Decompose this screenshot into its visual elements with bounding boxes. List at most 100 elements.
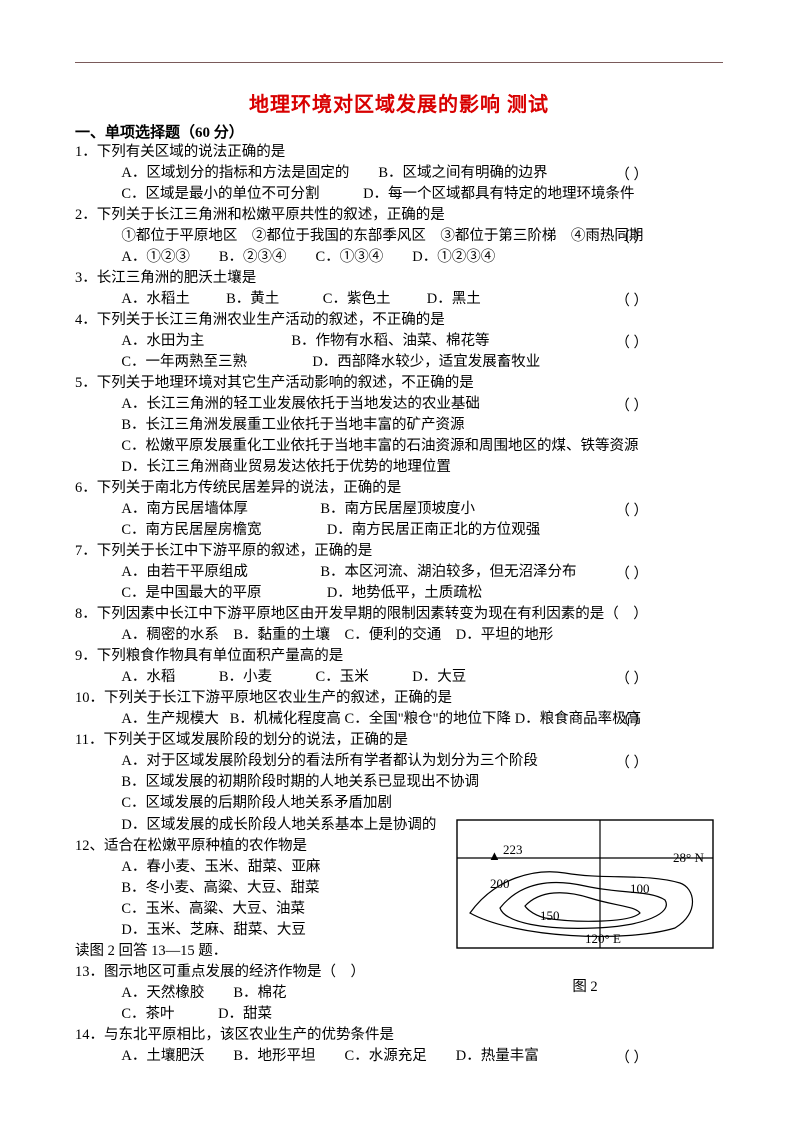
lon-label: 120° E bbox=[585, 931, 621, 946]
q2-d: D．①②③④ bbox=[412, 249, 495, 265]
q6-c: C．南方民居屋房檐宽 bbox=[121, 522, 261, 538]
q6-d: D．南方民居正南正北的方位观强 bbox=[327, 522, 540, 538]
figure-2: ▲ 223 200 150 100 28° N 120° E 图 2 bbox=[455, 808, 715, 968]
q14-b: B．地形平坦 bbox=[233, 1048, 315, 1064]
q14-d: D．热量丰富 bbox=[456, 1048, 539, 1064]
q10-a: A．生产规模大 bbox=[121, 711, 218, 727]
q9-c: C．玉米 bbox=[316, 669, 369, 685]
q3-a: A．水稻土 bbox=[121, 291, 189, 307]
q1-stem: 1．下列有关区域的说法正确的是 bbox=[75, 142, 723, 163]
answer-blank: （ ） bbox=[615, 667, 648, 688]
q4-row2: C．一年两熟至三熟 D．西部降水较少，适宜发展畜牧业 bbox=[75, 352, 723, 373]
q3-d: D．黑土 bbox=[427, 291, 481, 307]
q14: 14．与东北平原相比，该区农业生产的优势条件是 （ ） bbox=[75, 1025, 723, 1046]
q7-stem: 7．下列关于长江中下游平原的叙述，正确的是 bbox=[75, 541, 723, 562]
q11-b: B．区域发展的初期阶段时期的人地关系已显现出不协调 bbox=[75, 772, 723, 793]
q2: 2．下列关于长江三角洲和松嫩平原共性的叙述，正确的是 （ ） bbox=[75, 205, 723, 226]
q13-c: C．茶叶 bbox=[121, 1006, 174, 1022]
q1-row2: C．区域是最小的单位不可分割 D．每一个区域都具有特定的地理环境条件 bbox=[75, 184, 723, 205]
c150-label: 150 bbox=[540, 908, 560, 923]
q7-b: B．本区河流、湖泊较多，但无沼泽分布 bbox=[320, 564, 576, 580]
q2-stem: 2．下列关于长江三角洲和松嫩平原共性的叙述，正确的是 bbox=[75, 205, 723, 226]
c100-label: 100 bbox=[630, 881, 650, 896]
q2-opts: A．①②③ B．②③④ C．①③④ D．①②③④ bbox=[75, 247, 723, 268]
q4-c: C．一年两熟至三熟 bbox=[121, 354, 247, 370]
q7-d: D．地势低平，土质疏松 bbox=[327, 585, 482, 601]
q9: 9．下列粮食作物具有单位面积产量高的是 （ ） bbox=[75, 646, 723, 667]
answer-blank: （ ） bbox=[615, 1046, 648, 1067]
q2-c: C．①③④ bbox=[316, 249, 384, 265]
c200-label: 200 bbox=[490, 876, 510, 891]
q4: 4．下列关于长江三角洲农业生产活动的叙述，不正确的是 （ ） bbox=[75, 310, 723, 331]
q8-opts: A．稠密的水系 B．黏重的土壤 C．便利的交通 D．平坦的地形 bbox=[75, 625, 723, 646]
q6-row2: C．南方民居屋房檐宽 D．南方民居正南正北的方位观强 bbox=[75, 520, 723, 541]
q9-stem: 9．下列粮食作物具有单位面积产量高的是 bbox=[75, 646, 723, 667]
answer-blank: （ ） bbox=[615, 394, 648, 415]
q10-b: B．机械化程度高 bbox=[230, 711, 341, 727]
answer-blank: （ ） bbox=[615, 226, 648, 247]
q9-b: B．小麦 bbox=[219, 669, 272, 685]
q7-a: A．由若干平原组成 bbox=[121, 564, 247, 580]
q4-b: B．作物有水稻、油菜、棉花等 bbox=[291, 333, 489, 349]
q5-c: C．松嫩平原发展重化工业依托于当地丰富的石油资源和周围地区的煤、铁等资源 bbox=[75, 436, 723, 457]
q8-c: C．便利的交通 bbox=[345, 627, 442, 643]
q9-a: A．水稻 bbox=[121, 669, 175, 685]
peak-label: 223 bbox=[503, 842, 523, 857]
q1: 1．下列有关区域的说法正确的是 （ ） bbox=[75, 142, 723, 163]
q5: 5．下列关于地理环境对其它生产活动影响的叙述，不正确的是 （ ） bbox=[75, 373, 723, 394]
q14-c: C．水源充足 bbox=[345, 1048, 427, 1064]
q14-stem: 14．与东北平原相比，该区农业生产的优势条件是 bbox=[75, 1025, 723, 1046]
answer-blank: （ ） bbox=[615, 709, 648, 730]
q10-c: C．全国"粮仓"的地位下降 bbox=[345, 711, 512, 727]
q11-stem: 11．下列关于区域发展阶段的划分的说法，正确的是 bbox=[75, 730, 723, 751]
q4-a: A．水田为主 bbox=[121, 333, 204, 349]
q2-a: A．①②③ bbox=[121, 249, 189, 265]
q6-b: B．南方民居屋顶坡度小 bbox=[320, 501, 475, 517]
q7-c: C．是中国最大的平原 bbox=[121, 585, 261, 601]
mountain-icon: ▲ bbox=[488, 848, 501, 863]
answer-blank: （ ） bbox=[615, 289, 648, 310]
answer-blank: （ ） bbox=[615, 163, 648, 184]
q5-stem: 5．下列关于地理环境对其它生产活动影响的叙述，不正确的是 bbox=[75, 373, 723, 394]
figure-caption: 图 2 bbox=[455, 975, 715, 996]
answer-blank: （ ） bbox=[615, 751, 648, 772]
q13-b: B．棉花 bbox=[233, 985, 286, 1001]
q3-stem: 3．长江三角洲的肥沃土壤是 bbox=[75, 268, 723, 289]
page-title: 地理环境对区域发展的影响 测试 bbox=[75, 88, 723, 117]
q7: 7．下列关于长江中下游平原的叙述，正确的是 （ ） bbox=[75, 541, 723, 562]
q1-d: D．每一个区域都具有特定的地理环境条件 bbox=[363, 186, 634, 202]
map-svg: ▲ 223 200 150 100 28° N 120° E bbox=[455, 808, 715, 968]
q8-stem: 8．下列因素中长江中下游平原地区由开发早期的限制因素转变为现在有利因素的是（ ） bbox=[75, 604, 723, 625]
lat-label: 28° N bbox=[673, 850, 704, 865]
q6-stem: 6．下列关于南北方传统民居差异的说法，正确的是 bbox=[75, 478, 723, 499]
q7-row2: C．是中国最大的平原 D．地势低平，土质疏松 bbox=[75, 583, 723, 604]
q8-a: A．稠密的水系 bbox=[121, 627, 218, 643]
q14-a: A．土壤肥沃 bbox=[121, 1048, 204, 1064]
answer-blank: （ ） bbox=[615, 499, 648, 520]
q13-row2: C．茶叶 D．甜菜 bbox=[75, 1004, 723, 1025]
q4-d: D．西部降水较少，适宜发展畜牧业 bbox=[312, 354, 540, 370]
q1-a: A．区域划分的指标和方法是固定的 bbox=[121, 165, 349, 181]
answer-blank: （ ） bbox=[615, 562, 648, 583]
q13-d: D．甜菜 bbox=[218, 1006, 272, 1022]
q8-d: D．平坦的地形 bbox=[456, 627, 553, 643]
q5-d: D．长江三角洲商业贸易发达依托于优势的地理位置 bbox=[75, 457, 723, 478]
q6-a: A．南方民居墙体厚 bbox=[121, 501, 247, 517]
top-rule bbox=[75, 62, 723, 63]
q9-d: D．大豆 bbox=[412, 669, 466, 685]
q1-c: C．区域是最小的单位不可分割 bbox=[121, 186, 319, 202]
q3-c: C．紫色土 bbox=[323, 291, 391, 307]
q2-b: B．②③④ bbox=[219, 249, 287, 265]
q8-b: B．黏重的土壤 bbox=[233, 627, 330, 643]
q1-b: B．区域之间有明确的边界 bbox=[378, 165, 547, 181]
exam-page: 地理环境对区域发展的影响 测试 一、单项选择题（60 分） 1．下列有关区域的说… bbox=[0, 0, 793, 1122]
q3: 3．长江三角洲的肥沃土壤是 （ ） bbox=[75, 268, 723, 289]
answer-blank: （ ） bbox=[615, 331, 648, 352]
q3-b: B．黄土 bbox=[226, 291, 279, 307]
q5-b: B．长江三角洲发展重工业依托于当地丰富的矿产资源 bbox=[75, 415, 723, 436]
section-heading: 一、单项选择题（60 分） bbox=[75, 121, 723, 142]
q4-stem: 4．下列关于长江三角洲农业生产活动的叙述，不正确的是 bbox=[75, 310, 723, 331]
q10-stem: 10．下列关于长江下游平原地区农业生产的叙述，正确的是 bbox=[75, 688, 723, 709]
q11: 11．下列关于区域发展阶段的划分的说法，正确的是 （ ） bbox=[75, 730, 723, 751]
q6: 6．下列关于南北方传统民居差异的说法，正确的是 （ ） bbox=[75, 478, 723, 499]
